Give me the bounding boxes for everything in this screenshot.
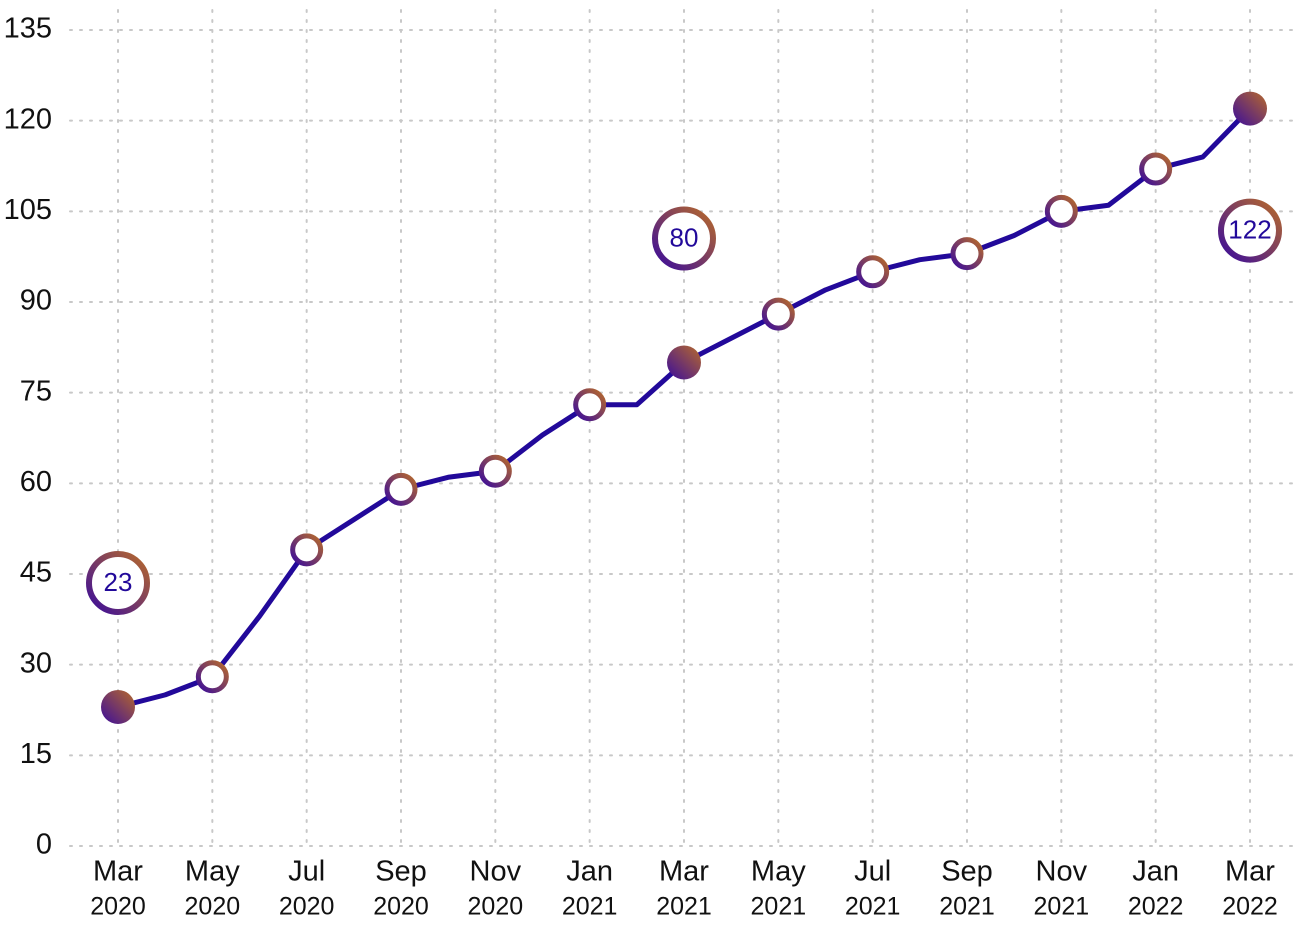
point-marker <box>761 297 795 331</box>
data-label: 122 <box>1228 214 1271 244</box>
line <box>117 106 1252 710</box>
annotated-date: 2021-03 <box>684 221 790 253</box>
y-tick-label: 105 <box>4 194 52 226</box>
point-marker <box>856 255 890 289</box>
x-tick-label: May <box>185 856 240 888</box>
x-tick-label: 2021 <box>656 893 712 921</box>
point-marker <box>1044 194 1078 228</box>
y-tick-label: 45 <box>20 557 52 589</box>
y-tick-label: 135 <box>4 13 52 45</box>
point-marker <box>573 388 607 422</box>
data-label: 80 <box>670 222 699 252</box>
point-marker <box>667 345 701 380</box>
annotated-date: 2022-03 <box>1250 213 1303 245</box>
point-marker <box>950 237 984 271</box>
x-tick-label: 2020 <box>90 893 146 921</box>
y-tick-label: 15 <box>20 738 52 770</box>
x-tick-label: 2021 <box>1034 893 1090 921</box>
point-marker <box>1233 91 1267 126</box>
x-tick-label: May <box>751 856 806 888</box>
x-tick-label: Nov <box>470 856 522 888</box>
callout-bubble <box>652 206 716 271</box>
x-tick-label: 2021 <box>562 893 618 921</box>
x-tick-label: 2022 <box>1128 893 1184 921</box>
x-tick-label: Nov <box>1036 856 1088 888</box>
point-marker <box>384 472 418 506</box>
point-marker <box>1139 152 1173 186</box>
y-tick-label: 0 <box>36 829 52 861</box>
x-tick-label: Sep <box>941 856 993 888</box>
annotated-date: 2020-03 <box>118 566 224 598</box>
callout-bubble <box>1218 198 1282 263</box>
y-tick-label: 30 <box>20 647 52 679</box>
x-tick-label: Jan <box>1132 856 1179 888</box>
point-marker <box>195 660 229 694</box>
x-tick-label: Mar <box>1225 856 1275 888</box>
y-tick-label: 60 <box>20 466 52 498</box>
point-marker <box>101 689 135 724</box>
y-tick-label: 120 <box>4 103 52 135</box>
x-tick-label: Sep <box>375 856 427 888</box>
x-tick-label: Jul <box>854 856 891 888</box>
data-label: 23 <box>104 567 133 597</box>
x-tick-label: 2020 <box>185 893 241 921</box>
x-tick-label: Jan <box>566 856 613 888</box>
x-tick-label: 2020 <box>279 893 335 921</box>
callout-bubble <box>86 550 150 615</box>
point-marker <box>478 454 512 488</box>
y-tick-label: 90 <box>20 285 52 317</box>
y-tick-label: 75 <box>20 375 52 407</box>
x-tick-label: Mar <box>93 856 143 888</box>
x-tick-label: 2021 <box>939 893 995 921</box>
point-marker <box>290 533 324 567</box>
x-tick-label: 2020 <box>468 893 524 921</box>
x-tick-label: 2022 <box>1222 893 1278 921</box>
x-tick-label: 2021 <box>751 893 807 921</box>
x-tick-label: 2020 <box>373 893 429 921</box>
x-tick-label: Jul <box>288 856 325 888</box>
x-tick-label: Mar <box>659 856 709 888</box>
x-tick-label: 2021 <box>845 893 901 921</box>
